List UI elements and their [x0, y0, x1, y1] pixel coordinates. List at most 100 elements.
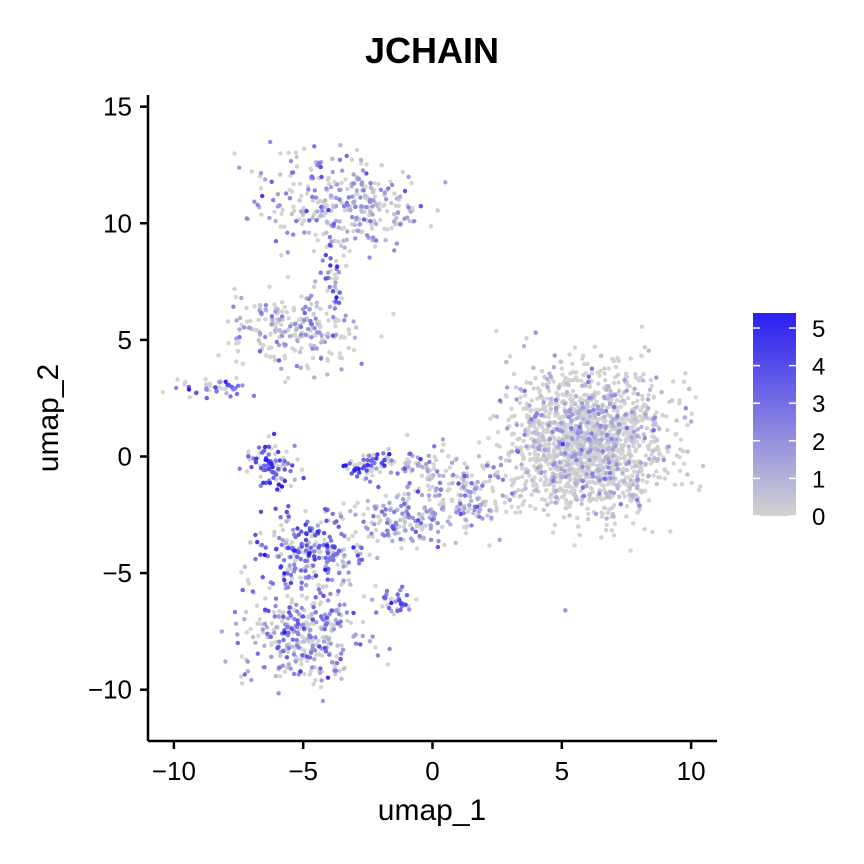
cell-point — [301, 317, 307, 323]
cell-point — [586, 374, 591, 379]
cell-point — [523, 486, 528, 491]
cell-point — [253, 640, 258, 645]
cell-point — [312, 375, 317, 380]
cell-point — [665, 471, 671, 476]
cell-point — [318, 164, 323, 170]
cell-point — [355, 462, 360, 467]
cell-point — [313, 595, 318, 600]
cell-point — [379, 334, 384, 339]
cell-point — [325, 358, 330, 363]
cell-point — [642, 345, 648, 350]
cell-point — [327, 234, 333, 240]
cell-point — [297, 198, 302, 203]
cell-point — [450, 498, 455, 504]
cell-point — [583, 475, 588, 481]
cell-point — [570, 388, 576, 394]
cell-point — [573, 401, 578, 407]
cell-point — [650, 529, 655, 535]
cell-point — [553, 500, 558, 505]
cell-point — [393, 531, 399, 536]
cell-point — [410, 467, 415, 472]
cell-point — [325, 570, 330, 575]
cell-point — [339, 531, 344, 537]
cell-point — [350, 194, 355, 199]
cell-point — [555, 393, 561, 398]
cell-point — [395, 507, 400, 512]
cell-point — [613, 443, 618, 449]
cell-point — [242, 617, 247, 622]
cell-point — [635, 427, 640, 432]
cell-point — [266, 466, 272, 472]
cell-point — [528, 380, 533, 386]
cell-point — [346, 195, 351, 200]
cell-point — [429, 517, 435, 522]
cell-point — [327, 242, 332, 248]
cell-point — [579, 378, 584, 383]
cell-point — [374, 610, 379, 615]
cell-point — [361, 217, 367, 222]
cell-point — [685, 422, 690, 428]
cell-point — [366, 453, 372, 458]
cell-point — [532, 439, 537, 444]
cell-point — [344, 200, 350, 206]
cell-point — [520, 502, 525, 507]
cell-point — [290, 346, 295, 351]
cell-point — [242, 672, 247, 677]
cell-point — [463, 517, 468, 522]
cell-point — [614, 462, 619, 467]
cell-point — [641, 372, 646, 377]
cell-point — [666, 444, 671, 449]
cell-point — [581, 416, 586, 422]
cell-point — [360, 168, 366, 173]
cell-point — [584, 400, 590, 406]
cell-point — [469, 523, 474, 528]
cell-point — [585, 465, 590, 470]
cell-point — [333, 324, 338, 329]
cell-point — [610, 458, 616, 464]
cell-point — [606, 446, 611, 452]
cell-point — [640, 393, 645, 398]
cell-point — [402, 216, 407, 221]
cell-point — [312, 326, 317, 331]
cell-point — [590, 471, 595, 476]
cell-point — [519, 422, 525, 428]
cell-point — [581, 493, 586, 499]
cell-point — [289, 211, 294, 217]
cell-point — [375, 555, 380, 561]
cell-point — [520, 474, 525, 480]
cell-point — [489, 515, 494, 520]
cell-point — [282, 356, 288, 361]
cell-point — [282, 577, 287, 583]
cell-point — [338, 656, 343, 662]
cell-point — [321, 530, 327, 536]
cell-point — [577, 424, 582, 429]
cell-point — [529, 398, 534, 403]
cell-point — [565, 442, 571, 447]
cell-point — [299, 662, 304, 667]
cell-point — [369, 222, 374, 227]
cell-point — [433, 493, 438, 499]
cell-point — [689, 480, 694, 486]
cell-point — [257, 349, 263, 354]
cell-point — [635, 510, 640, 515]
cell-point — [541, 400, 546, 405]
cell-point — [277, 458, 282, 463]
cell-point — [378, 518, 383, 523]
cell-point — [295, 618, 300, 623]
cell-point — [535, 431, 541, 437]
cell-point — [637, 507, 642, 512]
cell-point — [297, 317, 302, 322]
cell-point — [437, 492, 442, 498]
cell-point — [435, 208, 440, 213]
cell-point — [589, 486, 595, 492]
cell-point — [545, 447, 550, 452]
cell-point — [462, 506, 467, 511]
cell-point — [277, 328, 282, 333]
cell-point — [578, 488, 584, 494]
cell-point — [318, 306, 323, 311]
cell-point — [631, 521, 636, 526]
cell-point — [322, 537, 327, 543]
cell-point — [547, 442, 552, 447]
cell-point — [325, 577, 330, 582]
